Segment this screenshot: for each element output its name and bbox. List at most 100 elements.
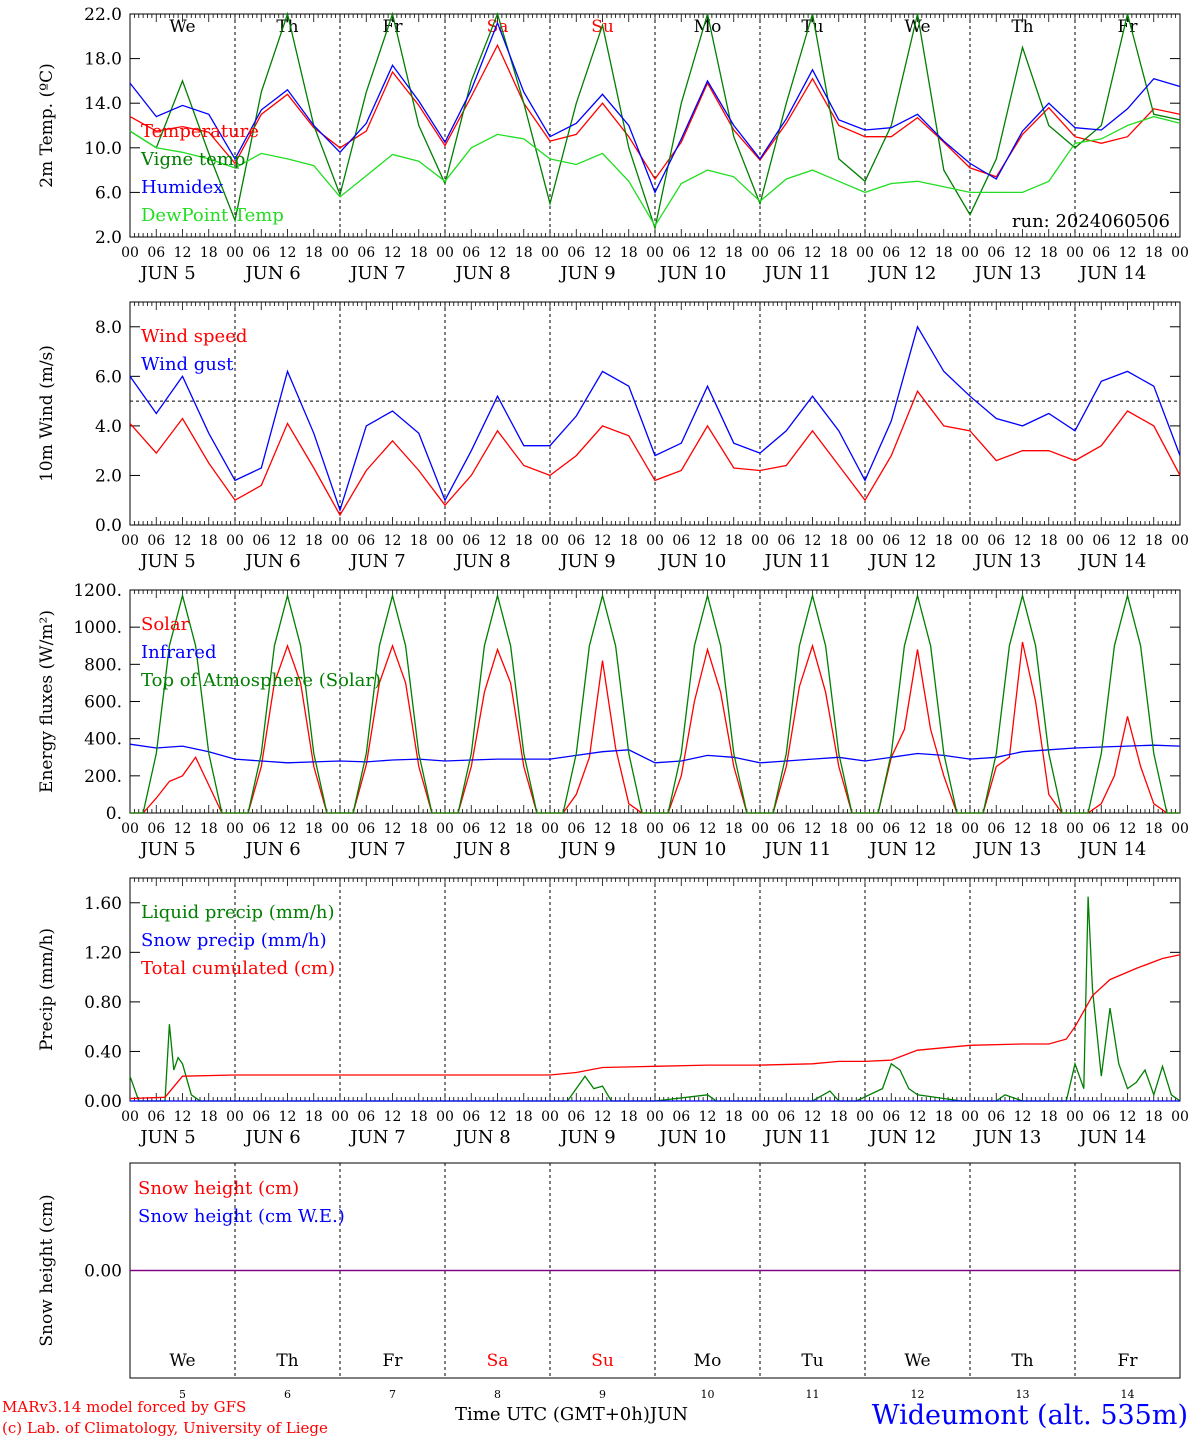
legend-entry: Top of Atmosphere (Solar) xyxy=(141,670,381,691)
y-tick-label: 200. xyxy=(84,767,122,787)
hour-label: 06 xyxy=(1092,245,1110,261)
hour-label: 00 xyxy=(751,1109,769,1125)
hour-label: 06 xyxy=(252,821,270,837)
date-label: JUN 5 xyxy=(138,839,195,860)
legend-entry: Solar xyxy=(141,614,190,635)
hour-label: 18 xyxy=(515,533,533,549)
hour-label: 18 xyxy=(935,1109,953,1125)
hour-label: 12 xyxy=(909,245,927,261)
hour-label: 12 xyxy=(909,821,927,837)
hour-label: 00 xyxy=(541,821,559,837)
hour-label: 00 xyxy=(961,821,979,837)
y-tick-label: 800. xyxy=(84,655,122,675)
hour-label: 12 xyxy=(384,245,402,261)
y-tick-label: 0.40 xyxy=(84,1042,122,1062)
y-tick-label: 1.60 xyxy=(84,894,122,914)
hour-label: 18 xyxy=(620,245,638,261)
hour-label: 18 xyxy=(620,1109,638,1125)
hour-label: 18 xyxy=(200,821,218,837)
date-label: JUN 7 xyxy=(348,263,405,284)
hour-label: 00 xyxy=(751,533,769,549)
hour-label: 06 xyxy=(357,821,375,837)
hour-label: 00 xyxy=(121,533,139,549)
y-tick-label: 4.0 xyxy=(95,417,122,437)
series-line xyxy=(130,593,1180,814)
y-tick-label: 8.0 xyxy=(95,318,122,338)
date-label: JUN 7 xyxy=(348,839,405,860)
credit-lab: (c) Lab. of Climatology, University of L… xyxy=(2,1419,328,1437)
weekday-label: Mo xyxy=(694,1351,722,1371)
hour-label: 12 xyxy=(1119,533,1137,549)
legend-entry: Wind speed xyxy=(141,326,247,347)
hour-label: 18 xyxy=(620,821,638,837)
hour-label: 18 xyxy=(1145,1109,1163,1125)
y-axis-label: Energy fluxes (W/m²) xyxy=(37,610,57,793)
hour-label: 06 xyxy=(462,1109,480,1125)
date-label: JUN 14 xyxy=(1078,1127,1147,1148)
hour-label: 12 xyxy=(699,1109,717,1125)
hour-label: 06 xyxy=(357,245,375,261)
hour-label: 12 xyxy=(489,1109,507,1125)
hour-label: 00 xyxy=(331,245,349,261)
run-label: run: 2024060506 xyxy=(1012,211,1170,232)
hour-label: 12 xyxy=(279,533,297,549)
hour-label: 12 xyxy=(1014,821,1032,837)
weekday-label: We xyxy=(169,17,195,37)
day-number: 8 xyxy=(494,1388,501,1401)
hour-label: 00 xyxy=(646,821,664,837)
hour-label: 12 xyxy=(804,245,822,261)
y-tick-label: 0.0 xyxy=(95,516,122,536)
hour-label: 18 xyxy=(935,821,953,837)
hour-label: 00 xyxy=(1171,245,1189,261)
y-tick-label: 0.80 xyxy=(84,993,122,1013)
day-number: 9 xyxy=(599,1388,606,1401)
date-label: JUN 8 xyxy=(453,263,510,284)
hour-label: 12 xyxy=(279,245,297,261)
legend-entry: Wind gust xyxy=(141,354,234,375)
weekday-label: Fr xyxy=(1118,17,1139,37)
hour-label: 12 xyxy=(804,1109,822,1125)
series-line xyxy=(129,954,1181,1100)
hour-label: 12 xyxy=(699,821,717,837)
legend-entry: Infrared xyxy=(141,642,216,663)
hour-label: 12 xyxy=(804,533,822,549)
hour-label: 12 xyxy=(804,821,822,837)
hour-label: 06 xyxy=(357,533,375,549)
y-tick-label: 1.20 xyxy=(84,943,122,963)
hour-label: 18 xyxy=(305,533,323,549)
series-line xyxy=(129,325,1181,513)
hour-label: 18 xyxy=(305,245,323,261)
hour-label: 00 xyxy=(226,533,244,549)
hour-label: 18 xyxy=(830,1109,848,1125)
y-tick-label: 6.0 xyxy=(95,183,122,203)
weekday-label: Tu xyxy=(801,1351,823,1371)
date-label: JUN 14 xyxy=(1078,839,1147,860)
hour-label: 12 xyxy=(1014,1109,1032,1125)
hour-label: 06 xyxy=(462,245,480,261)
hour-label: 18 xyxy=(410,821,428,837)
legend-entry: Humidex xyxy=(141,177,223,198)
hour-label: 00 xyxy=(436,533,454,549)
hour-label: 12 xyxy=(699,245,717,261)
y-tick-label: 400. xyxy=(84,730,122,750)
date-label: JUN 12 xyxy=(868,1127,937,1148)
hour-label: 06 xyxy=(672,245,690,261)
hour-label: 06 xyxy=(252,245,270,261)
hour-label: 00 xyxy=(436,1109,454,1125)
date-label: JUN 13 xyxy=(973,263,1042,284)
hour-label: 06 xyxy=(462,533,480,549)
hour-label: 00 xyxy=(646,533,664,549)
time-axis-title: Time UTC (GMT+0h) xyxy=(455,1404,650,1425)
hour-label: 00 xyxy=(121,1109,139,1125)
hour-label: 12 xyxy=(279,1109,297,1125)
y-tick-label: 22.0 xyxy=(84,5,122,25)
hour-label: 06 xyxy=(777,821,795,837)
series-line xyxy=(129,21,1181,195)
date-label: JUN 9 xyxy=(558,1127,615,1148)
legend-entry: Liquid precip (mm/h) xyxy=(141,902,335,923)
day-number: 12 xyxy=(911,1388,925,1401)
hour-label: 06 xyxy=(252,1109,270,1125)
date-label: JUN 14 xyxy=(1078,551,1147,572)
weekday-label: Tu xyxy=(801,17,823,37)
weekday-label: Th xyxy=(1011,17,1033,37)
